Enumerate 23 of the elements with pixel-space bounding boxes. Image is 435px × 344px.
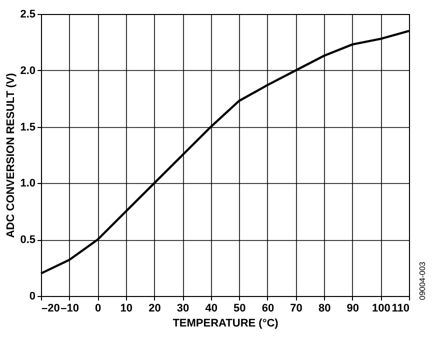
x-tick-label: 10 — [120, 302, 133, 314]
x-tick-label: 110 — [392, 302, 410, 314]
x-axis-title: TEMPERATURE (°C) — [172, 318, 279, 330]
x-tick-label: 90 — [346, 302, 360, 314]
x-tick-label: 40 — [205, 302, 218, 314]
y-tick-label: 1.0 — [20, 178, 36, 190]
text: 09004-003 — [418, 262, 427, 300]
x-tick-label: 100 — [372, 302, 390, 314]
x-tick-label: 80 — [318, 302, 331, 314]
y-tick-label: 0 — [29, 290, 36, 302]
y-axis-title: ADC CONVERSION RESULT (V) — [5, 72, 18, 238]
x-tick-label: 50 — [234, 302, 246, 314]
y-tick-label: 2.5 — [20, 8, 36, 20]
x-tick-label: 70 — [290, 302, 302, 314]
x-tick-label: –10 — [60, 302, 79, 314]
x-tick-label: 0 — [95, 302, 102, 314]
x-tick-label: 20 — [148, 302, 161, 314]
y-tick-label: 1.5 — [20, 121, 36, 134]
y-tick-label: 0.5 — [20, 234, 36, 246]
x-tick-label: 60 — [262, 302, 274, 314]
x-tick-label: 30 — [176, 302, 190, 314]
x-tick-label: –20 — [42, 302, 60, 314]
y-tick-label: 2.0 — [20, 64, 36, 77]
